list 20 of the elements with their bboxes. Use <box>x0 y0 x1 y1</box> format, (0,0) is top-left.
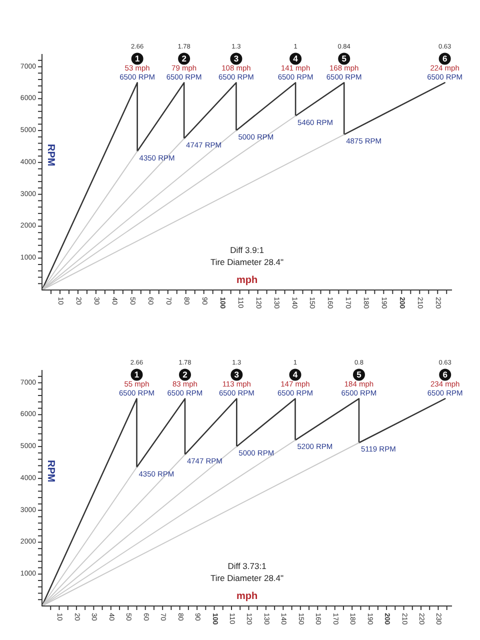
annotation: 3 <box>234 370 240 380</box>
annotation: 2 <box>182 54 187 64</box>
annotation: Tire Diameter 28.4" <box>210 257 284 267</box>
y-axis-title: RPM <box>45 460 56 482</box>
annotation: Diff 3.9:1 <box>230 245 264 255</box>
annotation: 3 <box>234 54 239 64</box>
x-axis-title: mph <box>236 591 258 602</box>
annotation: 2 <box>182 370 188 380</box>
annotation: Diff 3.73:1 <box>228 561 266 571</box>
x-axis-title: mph <box>236 275 258 286</box>
annotation: 4 <box>293 54 298 64</box>
annotation: 6 <box>442 54 448 64</box>
annotation: 5 <box>356 370 362 380</box>
annotation: 4 <box>292 370 298 380</box>
annotation: 1 <box>134 54 140 64</box>
annotation: 5 <box>342 54 347 64</box>
annotation: 6 <box>442 370 448 380</box>
y-axis-title: RPM <box>45 144 56 166</box>
annotation: Tire Diameter 28.4" <box>210 573 284 583</box>
annotation: 1 <box>134 370 140 380</box>
